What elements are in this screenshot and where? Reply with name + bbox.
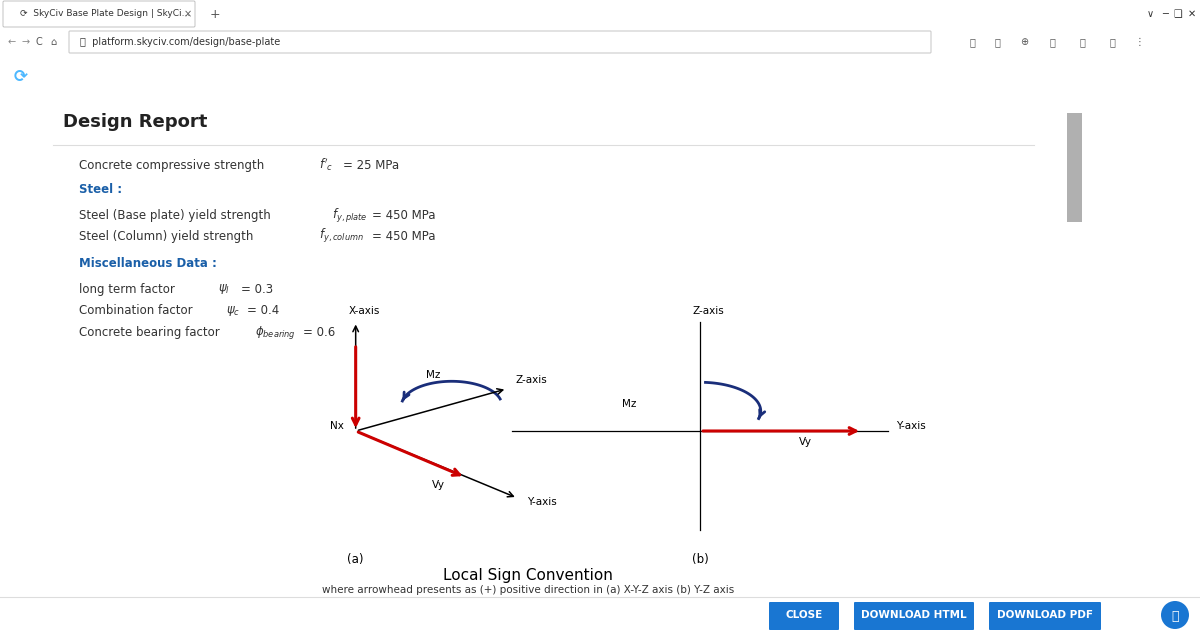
Text: ⭐: ⭐	[995, 37, 1001, 47]
Text: $\psi_l$: $\psi_l$	[218, 283, 230, 297]
Text: Mz: Mz	[622, 399, 636, 409]
Text: ─: ─	[1162, 9, 1168, 19]
Text: C: C	[36, 37, 43, 47]
Text: Design Report: Design Report	[64, 113, 208, 131]
Text: Concrete compressive strength: Concrete compressive strength	[79, 159, 268, 171]
Text: 👤: 👤	[1086, 70, 1094, 84]
Text: ✕: ✕	[1188, 9, 1196, 19]
Text: $f_{y,plate}$: $f_{y,plate}$	[331, 207, 367, 225]
Bar	[1068, 113, 1082, 222]
Text: (a): (a)	[348, 552, 364, 566]
Text: = 0.3: = 0.3	[241, 283, 272, 296]
Text: Concrete bearing factor: Concrete bearing factor	[79, 326, 223, 339]
Text: = 450 MPa: = 450 MPa	[372, 210, 436, 222]
Text: ⟳: ⟳	[14, 68, 28, 86]
Text: = 0.4: = 0.4	[247, 304, 280, 318]
Text: = 0.6: = 0.6	[304, 326, 336, 339]
Text: 🔒  platform.skyciv.com/design/base-plate: 🔒 platform.skyciv.com/design/base-plate	[80, 37, 281, 47]
Text: Steel (Base plate) yield strength: Steel (Base plate) yield strength	[79, 210, 275, 222]
Text: Steel :: Steel :	[79, 184, 122, 196]
Text: $\psi_c$: $\psi_c$	[227, 304, 240, 318]
Text: ×: ×	[184, 9, 192, 19]
Text: ?: ?	[1016, 70, 1024, 84]
Text: Z-axis: Z-axis	[515, 375, 547, 385]
FancyBboxPatch shape	[854, 602, 974, 630]
Text: Vy: Vy	[432, 480, 445, 490]
Text: ⟳  SkyCiv Base Plate Design | SkyCi...: ⟳ SkyCiv Base Plate Design | SkyCi...	[20, 10, 191, 18]
Text: Y-axis: Y-axis	[896, 420, 926, 431]
Text: ❑: ❑	[1174, 9, 1182, 19]
Text: where arrowhead presents as (+) positive direction in (a) X-Y-Z axis (b) Y-Z axi: where arrowhead presents as (+) positive…	[322, 585, 734, 595]
Text: 📄 File ▾: 📄 File ▾	[120, 70, 163, 83]
Text: →: →	[22, 37, 30, 47]
Text: long term factor: long term factor	[79, 283, 179, 296]
Text: 👤: 👤	[1110, 37, 1116, 47]
Text: DOWNLOAD HTML: DOWNLOAD HTML	[862, 610, 967, 620]
Text: Combination factor: Combination factor	[79, 304, 197, 318]
Text: 🔌: 🔌	[1050, 37, 1056, 47]
Text: ⌂: ⌂	[50, 37, 56, 47]
Text: SkyCiv: SkyCiv	[30, 68, 92, 86]
Text: = 25 MPa: = 25 MPa	[343, 159, 400, 171]
Text: ⬜: ⬜	[1080, 37, 1086, 47]
Text: Vy: Vy	[799, 437, 812, 447]
FancyBboxPatch shape	[70, 31, 931, 53]
FancyBboxPatch shape	[989, 602, 1102, 630]
Text: Nx: Nx	[330, 420, 343, 431]
Text: (b): (b)	[692, 552, 708, 566]
Text: DOWNLOAD PDF: DOWNLOAD PDF	[997, 610, 1093, 620]
Text: +: +	[210, 8, 221, 20]
Text: Miscellaneous Data :: Miscellaneous Data :	[79, 257, 217, 269]
Text: Mz: Mz	[426, 370, 440, 380]
Text: ⋮⋮⋮: ⋮⋮⋮	[1038, 72, 1072, 82]
Text: X-axis: X-axis	[348, 306, 379, 316]
Text: ∨: ∨	[1146, 9, 1153, 19]
Text: ←: ←	[8, 37, 16, 47]
Text: Y-axis: Y-axis	[527, 497, 557, 507]
Circle shape	[1162, 601, 1189, 629]
Text: 💬: 💬	[1171, 610, 1178, 624]
Text: ⋮: ⋮	[1135, 37, 1145, 47]
Text: $\phi_{bearing}$: $\phi_{bearing}$	[256, 324, 296, 341]
Text: Local Sign Convention: Local Sign Convention	[443, 568, 613, 583]
Text: ⊕: ⊕	[1020, 37, 1028, 47]
Text: $f_{y,column}$: $f_{y,column}$	[319, 227, 364, 245]
Text: 🔍: 🔍	[970, 37, 976, 47]
Text: $f'_c$: $f'_c$	[319, 157, 334, 173]
Text: CLOSE: CLOSE	[785, 610, 823, 620]
FancyBboxPatch shape	[769, 602, 839, 630]
Text: = 450 MPa: = 450 MPa	[372, 230, 436, 243]
FancyBboxPatch shape	[2, 1, 194, 27]
Text: Steel (Column) yield strength: Steel (Column) yield strength	[79, 230, 257, 243]
Text: Z-axis: Z-axis	[692, 306, 725, 316]
